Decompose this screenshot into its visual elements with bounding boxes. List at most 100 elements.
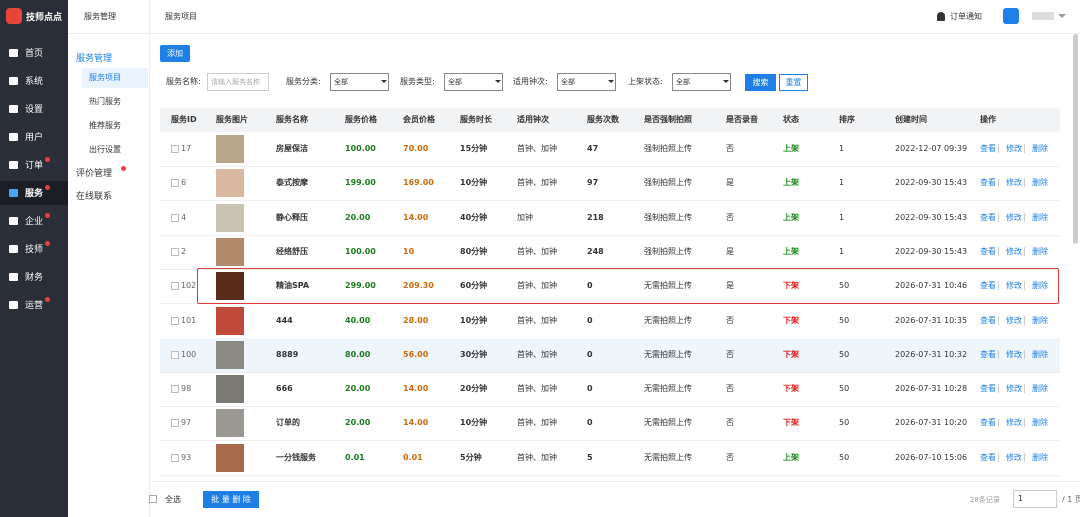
- action-sep: [1024, 384, 1025, 394]
- action-link[interactable]: 删除: [1032, 144, 1048, 153]
- row-checkbox[interactable]: [171, 453, 179, 462]
- row-checkbox[interactable]: [171, 316, 179, 325]
- row-checkbox[interactable]: [171, 419, 179, 428]
- action-link[interactable]: 修改: [1006, 418, 1022, 428]
- column-header: 服务图片: [216, 115, 248, 124]
- sub-item[interactable]: 推荐服务: [89, 121, 121, 130]
- sub-badge: [121, 166, 126, 171]
- batch-delete-button[interactable]: 批 量 删 除: [203, 491, 259, 508]
- sub-group[interactable]: 服务管理: [76, 54, 113, 64]
- select[interactable]: 全部: [672, 73, 731, 91]
- menu-item[interactable]: 设置: [25, 105, 44, 115]
- action-link[interactable]: 查看: [980, 384, 996, 394]
- menu-item[interactable]: 企业: [25, 217, 44, 227]
- action-link[interactable]: 查看: [980, 315, 996, 325]
- action-link[interactable]: 删除: [1032, 246, 1048, 256]
- sub-item[interactable]: 热门服务: [89, 97, 121, 106]
- table-header-bg: [160, 108, 1060, 132]
- action-link[interactable]: 删除: [1032, 349, 1048, 359]
- sub-item[interactable]: 出行设置: [89, 145, 121, 154]
- action-link[interactable]: 删除: [1032, 418, 1048, 428]
- action-link[interactable]: 查看: [980, 418, 996, 428]
- sub-item[interactable]: 服务项目: [89, 73, 121, 82]
- menu-item[interactable]: 服务: [25, 189, 44, 199]
- sub-group[interactable]: 在线联系: [76, 192, 113, 202]
- select[interactable]: 全部: [557, 73, 616, 91]
- avatar[interactable]: [1003, 8, 1019, 24]
- menu-item[interactable]: 系统: [25, 77, 44, 87]
- action-link[interactable]: 查看: [980, 349, 996, 359]
- action-link[interactable]: 修改: [1006, 212, 1022, 222]
- row-hover-bg: [160, 337, 1060, 372]
- cell: 4: [181, 212, 187, 222]
- action-link[interactable]: 查看: [980, 452, 996, 462]
- action-link[interactable]: 修改: [1006, 281, 1022, 291]
- bell-icon[interactable]: [937, 12, 945, 21]
- row-checkbox[interactable]: [171, 247, 179, 256]
- action-link[interactable]: 修改: [1006, 178, 1022, 188]
- action-link[interactable]: 删除: [1032, 178, 1048, 188]
- name-input[interactable]: 请输入服务名称: [207, 73, 269, 91]
- menu-icon: [9, 49, 18, 57]
- cell: 199.00: [345, 178, 376, 188]
- sub-title: 服务管理: [84, 12, 116, 21]
- action-link[interactable]: 修改: [1006, 246, 1022, 256]
- cell: 上架: [783, 144, 799, 153]
- row-divider: [160, 234, 1060, 236]
- menu-item[interactable]: 运营: [25, 301, 44, 311]
- action-link[interactable]: 修改: [1006, 315, 1022, 325]
- row-checkbox[interactable]: [171, 282, 179, 291]
- action-link[interactable]: 删除: [1032, 452, 1048, 462]
- user-caret[interactable]: [1058, 14, 1066, 22]
- action-link[interactable]: 修改: [1006, 452, 1022, 462]
- cell: 是: [726, 281, 734, 291]
- action-link[interactable]: 删除: [1032, 281, 1048, 291]
- cell: 209.30: [403, 281, 434, 291]
- add-button[interactable]: 添加: [160, 45, 190, 62]
- action-link[interactable]: 修改: [1006, 349, 1022, 359]
- action-link[interactable]: 修改: [1006, 144, 1022, 153]
- action-sep: [1024, 452, 1025, 462]
- cell: 下架: [783, 418, 799, 428]
- action-link[interactable]: 查看: [980, 246, 996, 256]
- select[interactable]: 全部: [444, 73, 503, 91]
- sub-group[interactable]: 评价管理: [76, 169, 113, 179]
- row-divider: [160, 474, 1060, 476]
- action-link[interactable]: 查看: [980, 212, 996, 222]
- cell: 10分钟: [460, 178, 488, 188]
- cell: 否: [726, 144, 734, 153]
- action-sep: [998, 178, 999, 188]
- search-button[interactable]: 搜索: [745, 74, 776, 91]
- action-link[interactable]: 查看: [980, 281, 996, 291]
- action-link[interactable]: 删除: [1032, 384, 1048, 394]
- menu-item[interactable]: 首页: [25, 49, 44, 59]
- action-link[interactable]: 删除: [1032, 315, 1048, 325]
- select-all-label[interactable]: 全选: [165, 495, 181, 504]
- row-checkbox[interactable]: [171, 385, 179, 394]
- select-all-checkbox[interactable]: [149, 495, 157, 503]
- action-link[interactable]: 查看: [980, 144, 996, 153]
- menu-item[interactable]: 订单: [25, 161, 44, 171]
- cell: 2026-07-31 10:35: [895, 315, 968, 325]
- column-header: 服务价格: [345, 115, 377, 124]
- row-checkbox[interactable]: [171, 179, 179, 188]
- row-divider: [160, 440, 1060, 442]
- row-checkbox[interactable]: [171, 213, 179, 222]
- reset-button[interactable]: 重置: [779, 74, 808, 91]
- row-checkbox[interactable]: [171, 350, 179, 359]
- cell: 是: [726, 178, 734, 188]
- row-divider: [160, 371, 1060, 373]
- action-link[interactable]: 修改: [1006, 384, 1022, 394]
- cell: 218: [587, 212, 604, 222]
- page-input[interactable]: 1: [1013, 490, 1057, 508]
- menu-item[interactable]: 技师: [25, 245, 44, 255]
- menu-item[interactable]: 用户: [25, 133, 44, 143]
- row-checkbox[interactable]: [171, 145, 179, 153]
- menu-icon: [9, 105, 18, 113]
- menu-item[interactable]: 财务: [25, 273, 44, 283]
- service-image: [216, 135, 244, 163]
- action-link[interactable]: 查看: [980, 178, 996, 188]
- notice[interactable]: 订单通知: [950, 12, 982, 21]
- select[interactable]: 全部: [330, 73, 389, 91]
- action-link[interactable]: 删除: [1032, 212, 1048, 222]
